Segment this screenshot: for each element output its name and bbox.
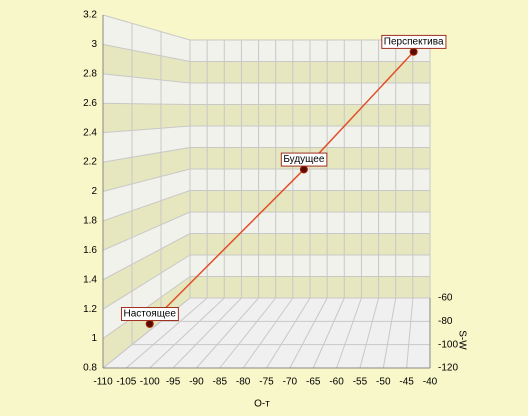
z-tick-label: -120: [438, 363, 458, 374]
grid-line: [382, 297, 397, 369]
x-tick-label: -100: [140, 377, 160, 388]
x-tick-label: -80: [236, 377, 251, 388]
side-wall-band: [103, 169, 190, 221]
y-tick-label: 2.8: [83, 68, 97, 79]
grid-line: [172, 297, 242, 369]
y-tick-label: 2.6: [83, 98, 97, 109]
point-label: Будущее: [283, 154, 325, 165]
x-tick-label: -65: [306, 377, 321, 388]
grid-line: [102, 73, 191, 84]
side-wall-band: [103, 190, 190, 251]
grid-line: [102, 233, 191, 281]
point: [299, 165, 308, 174]
grid-line: [336, 297, 362, 369]
side-wall-band: [103, 44, 190, 83]
side-wall-band: [103, 126, 190, 163]
side-wall-band: [103, 233, 190, 310]
z-axis-title: S-W: [456, 330, 467, 350]
y-tick-label: 2.4: [83, 127, 97, 138]
z-tick-label: -100: [438, 339, 458, 350]
grid-line: [219, 297, 277, 369]
y-tick-label: 3: [91, 39, 97, 50]
y-tick-label: 1: [91, 333, 97, 344]
grid-line: [359, 297, 380, 369]
y-tick-label: 1.2: [83, 304, 97, 315]
x-tick-label: -70: [283, 377, 298, 388]
side-wall-band: [103, 15, 190, 62]
grid-line: [406, 297, 414, 369]
x-tick-label: -90: [189, 377, 204, 388]
grid-line: [102, 211, 191, 251]
y-tick-label: 1.8: [83, 216, 97, 227]
point-label: Настоящее: [123, 309, 176, 320]
grid-line: [102, 147, 191, 163]
x-tick-label: -95: [166, 377, 181, 388]
grid-line: [312, 297, 345, 369]
grid-line: [102, 254, 191, 310]
side-wall-band: [103, 212, 190, 280]
point: [145, 319, 154, 328]
grid-line: [102, 168, 191, 192]
grid-line: [266, 297, 311, 369]
x-tick-label: -45: [399, 377, 414, 388]
point-label-box: [120, 307, 179, 322]
x-axis-title: О-т: [254, 399, 270, 410]
y-tick-label: 0.8: [83, 363, 97, 374]
z-tick-label: -60: [438, 293, 453, 304]
y-tick-label: 3.2: [83, 10, 97, 21]
x-tick-label: -55: [353, 377, 368, 388]
x-tick-label: -40: [423, 377, 438, 388]
grid-line: [289, 297, 328, 369]
point-label-box: [381, 34, 447, 49]
grid-line: [102, 102, 191, 105]
y-tick-label: 1.4: [83, 274, 97, 285]
grid-line: [102, 14, 191, 41]
x-tick-label: -105: [116, 377, 136, 388]
x-tick-label: -110: [93, 377, 113, 388]
x-tick-label: -75: [259, 377, 274, 388]
grid-line: [126, 297, 208, 369]
point: [409, 47, 418, 56]
z-tick-label: -80: [438, 316, 453, 327]
point-label-box: [280, 152, 328, 167]
x-tick-label: -60: [329, 377, 344, 388]
grid-line: [242, 297, 294, 369]
side-wall-band: [103, 103, 190, 133]
y-tick-label: 2: [91, 186, 97, 197]
grid-line: [149, 297, 225, 369]
y-tick-label: 2.2: [83, 157, 97, 168]
point-label: Перспектива: [384, 36, 444, 47]
x-tick-label: -85: [213, 377, 228, 388]
x-tick-label: -50: [376, 377, 391, 388]
grid-line: [196, 297, 259, 369]
y-tick-label: 1.6: [83, 245, 97, 256]
grid-line: [102, 43, 191, 62]
floor: [103, 298, 430, 368]
grid-line: [102, 125, 191, 134]
side-wall-band: [103, 73, 190, 105]
grid-line: [102, 190, 191, 222]
